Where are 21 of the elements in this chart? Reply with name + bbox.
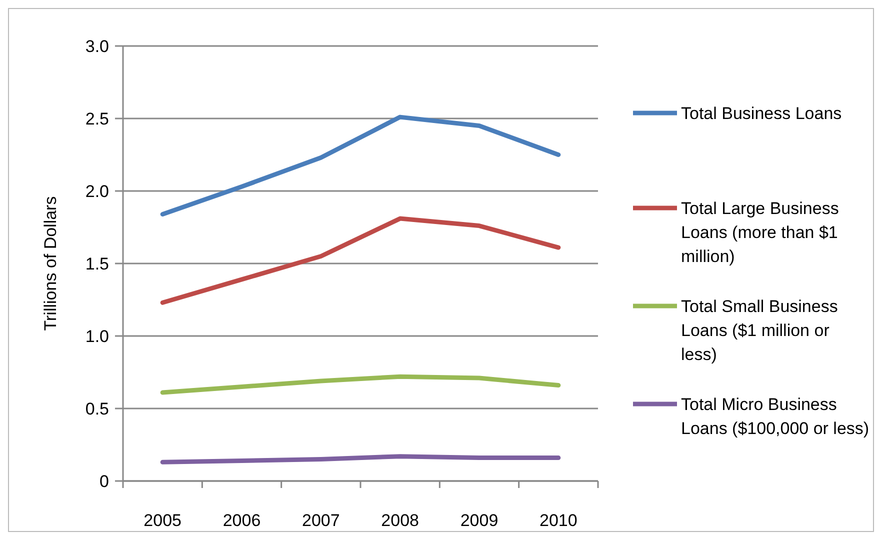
- line-series: [160, 216, 561, 305]
- y-tick-label: 2.0: [85, 182, 109, 201]
- legend-label: Total Business Loans: [681, 104, 842, 123]
- y-tick-label: 0: [100, 472, 109, 491]
- x-tick-label: 2006: [222, 511, 261, 530]
- x-tick-label: 2009: [460, 511, 498, 530]
- x-tick-label: 2007: [302, 511, 340, 530]
- y-tick-label: 3.0: [85, 36, 109, 56]
- y-axis-title: Trillions of Dollars: [41, 196, 60, 331]
- y-tick-label: 0.5: [85, 399, 109, 418]
- legend-label: Total Large Business Loans (more than $1 million): [681, 199, 839, 266]
- legend-label: Total Micro Business Loans ($100,000 or less): [681, 395, 870, 438]
- line-series: [160, 114, 561, 216]
- legend-label: Total Small Business Loans ($1 million or less): [681, 297, 838, 364]
- y-tick-label: 1.0: [85, 326, 109, 346]
- y-tick-label: 2.5: [85, 109, 109, 128]
- x-tick-label: 2010: [540, 511, 578, 530]
- x-tick-label: 2008: [381, 511, 419, 530]
- y-tick-label: 1.5: [85, 254, 109, 274]
- x-tick-label: 2005: [144, 511, 182, 530]
- line-series: [160, 374, 561, 395]
